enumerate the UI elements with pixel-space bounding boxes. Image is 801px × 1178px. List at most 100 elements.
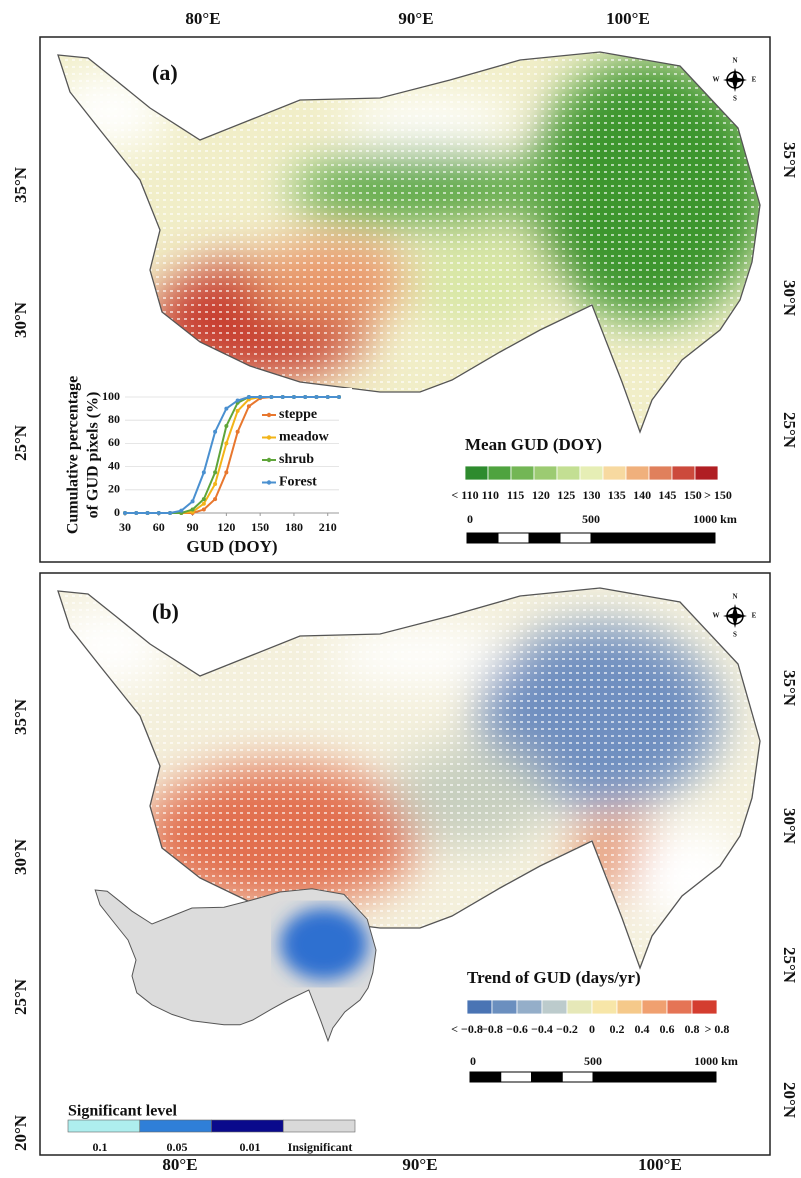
legend-swatch [671,465,696,481]
series-point [190,499,195,504]
compass-letter: E [752,76,757,84]
legend-label: 110 [482,488,499,502]
scale-segment [684,1071,717,1083]
inset-map [94,888,377,1042]
series-point [224,441,229,446]
legend-label: −0.6 [506,1022,528,1036]
significance-label: 0.1 [93,1140,108,1154]
series-point [269,395,274,399]
scale-segment [528,532,561,544]
legend-label: −0.2 [556,1022,578,1036]
legend-swatch [466,999,493,1015]
x-tick-label: 90 [187,520,199,534]
legend-label: −0.8 [481,1022,503,1036]
scale-label: 1000 km [694,1054,738,1068]
series-point [213,429,218,434]
lon-label: 80°E [162,1155,197,1174]
legend-label: 145 [658,488,676,502]
compass: N E S W [713,57,757,103]
y-tick-label: 100 [102,389,120,403]
compass-letter: W [713,76,720,84]
lat-label: 20°N [780,1082,799,1119]
legend-label: 120 [532,488,550,502]
scale-label: 500 [582,512,600,526]
legend-label: 150 [684,488,702,502]
legend-swatch [691,999,718,1015]
significance-label: Insignificant [288,1140,353,1154]
scale-segment [623,1071,655,1083]
x-axis-title: GUD (DOY) [186,537,277,556]
x-tick-label: 120 [217,520,235,534]
legend-swatch [641,999,668,1015]
legend-entry: Forest [279,475,317,490]
scale-label: 0 [470,1054,476,1068]
series-point [224,470,229,475]
panel-label: (a) [152,60,178,85]
legend-label: 135 [608,488,626,502]
legend-label: 0 [589,1022,595,1036]
series-point [201,497,206,502]
legend-entry: meadow [279,430,330,445]
scale-segment [561,1071,594,1083]
series-point [156,511,161,515]
legend-entry: shrub [279,452,314,467]
series-point [179,508,184,513]
legend-swatch [579,465,604,481]
lon-label: 90°E [398,9,433,28]
series-point [235,408,240,413]
legend-swatch [487,465,512,481]
legend-label: 125 [557,488,575,502]
scale-segment [466,532,499,544]
compass-letter: N [732,593,737,601]
series-point [235,398,240,403]
legend-label: −0.4 [531,1022,553,1036]
legend-swatch [533,465,558,481]
series-point [201,501,206,506]
series-point [303,395,308,399]
legend-label: 140 [633,488,651,502]
lat-label: 30°N [11,301,30,338]
significance-swatch [282,1119,356,1133]
lat-label: 30°N [11,838,30,875]
legend-swatch [541,999,568,1015]
y-tick-label: 80 [108,412,120,426]
legend-label: 0.6 [660,1022,675,1036]
legend-swatch [666,999,693,1015]
series-point [213,470,218,475]
significance-label: 0.05 [167,1140,188,1154]
map-b [57,587,761,969]
scale-segment [500,1071,532,1083]
scale-label: 0 [467,512,473,526]
legend-swatch [625,465,650,481]
series-point [201,507,206,512]
lat-label: 25°N [11,978,30,1015]
scale-segment [531,1071,563,1083]
significance-title: Significant level [68,1103,177,1120]
scale-label: 1000 km [693,512,737,526]
series-point [246,395,251,399]
lat-label: 25°N [780,412,799,449]
legend-swatch [591,999,618,1015]
significance-label: 0.01 [240,1140,261,1154]
series-point [213,497,218,502]
scale-segment [497,532,530,544]
y-axis-title: Cumulative percentage [65,376,82,534]
series-point [291,395,296,399]
compass-letter: S [733,95,737,103]
series-point [213,482,218,486]
legend-swatch [602,465,627,481]
legend-swatch [491,999,518,1015]
legend-label: > 150 [704,488,732,502]
scale-label: 500 [584,1054,602,1068]
lat-label: 25°N [11,424,30,461]
compass-letter: S [733,631,737,639]
panel-frame [39,572,771,1156]
series-point [258,395,263,399]
lat-label: 20°N [11,1114,30,1151]
compass: N E S W [713,593,757,639]
chart-background [62,388,352,558]
series-point [123,511,127,515]
legend-title: Mean GUD (DOY) [465,435,602,454]
series-point [337,395,341,399]
